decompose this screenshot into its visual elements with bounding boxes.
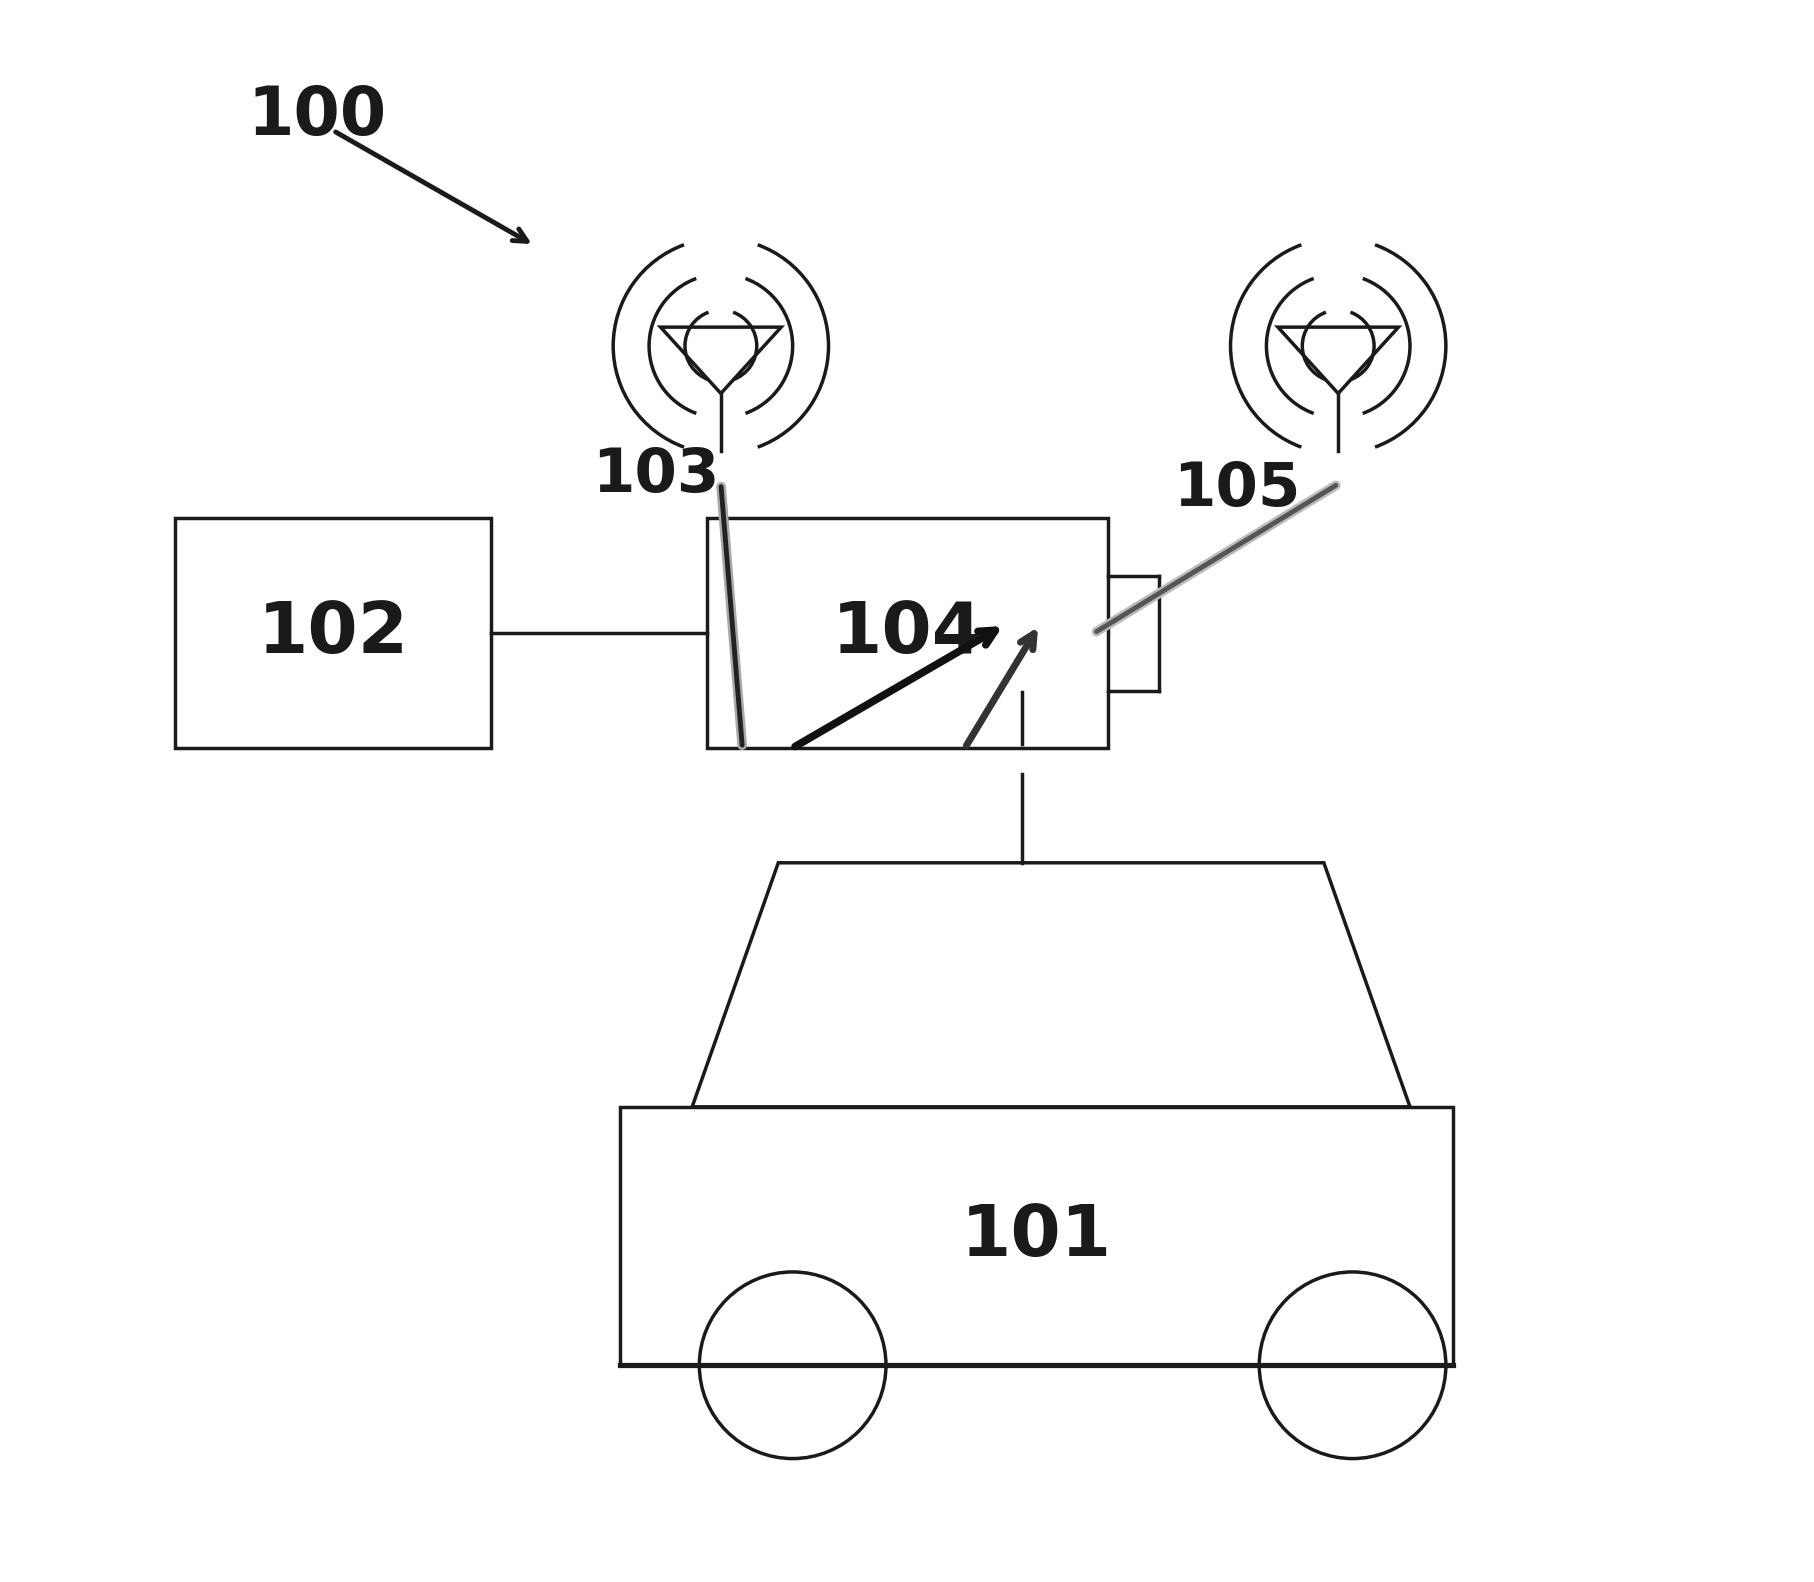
Bar — [176, 519, 492, 748]
Text: 105: 105 — [1172, 460, 1301, 519]
Bar — [706, 519, 1108, 748]
Text: 104: 104 — [831, 598, 983, 668]
Text: 101: 101 — [961, 1202, 1112, 1270]
Text: 103: 103 — [591, 446, 718, 505]
Text: 100: 100 — [247, 84, 386, 149]
Bar — [620, 1107, 1453, 1365]
Text: 102: 102 — [258, 598, 408, 668]
